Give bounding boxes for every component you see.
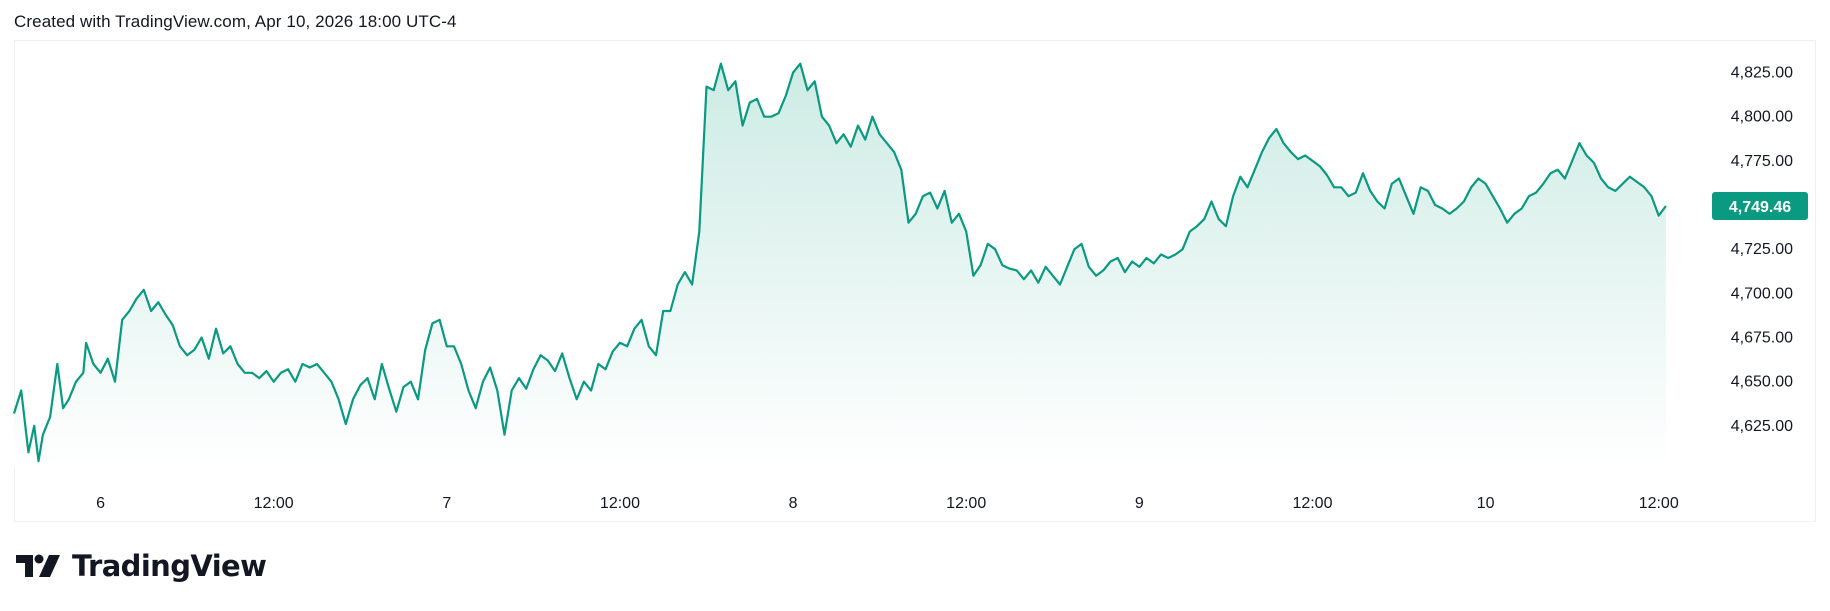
y-tick-label: 4,625.00 bbox=[1731, 418, 1793, 435]
x-tick-label: 12:00 bbox=[1639, 495, 1679, 512]
brand-name: TradingView bbox=[72, 549, 267, 583]
chart-caption: Created with TradingView.com, Apr 10, 20… bbox=[14, 12, 457, 31]
tradingview-logo: TradingView bbox=[16, 548, 267, 584]
y-tick-label: 4,825.00 bbox=[1731, 65, 1793, 82]
price-area-fill bbox=[14, 63, 1666, 468]
x-tick-label: 9 bbox=[1135, 495, 1144, 512]
x-tick-label: 12:00 bbox=[1292, 495, 1332, 512]
x-tick-label: 12:00 bbox=[946, 495, 986, 512]
y-tick-label: 4,700.00 bbox=[1731, 285, 1793, 302]
x-tick-label: 10 bbox=[1477, 495, 1495, 512]
tradingview-logo-icon bbox=[16, 554, 60, 577]
x-tick-label: 12:00 bbox=[600, 495, 640, 512]
x-tick-label: 7 bbox=[442, 495, 451, 512]
x-tick-label: 6 bbox=[96, 495, 105, 512]
last-price-badge bbox=[1712, 191, 1808, 220]
y-tick-label: 4,675.00 bbox=[1731, 330, 1793, 347]
y-tick-label: 4,650.00 bbox=[1731, 374, 1793, 391]
last-price-label: 4,749.46 bbox=[1729, 199, 1791, 216]
y-tick-label: 4,775.00 bbox=[1731, 153, 1793, 170]
y-tick-label: 4,725.00 bbox=[1731, 241, 1793, 258]
y-tick-label: 4,800.00 bbox=[1731, 109, 1793, 126]
chart-frame bbox=[14, 40, 1816, 522]
price-line bbox=[12, 62, 1667, 463]
price-area-chart: 4,625.00 4,650.00 4,675.00 4,700.00 4,725.00… bbox=[12, 62, 1808, 512]
x-tick-label: 12:00 bbox=[254, 495, 294, 512]
x-tick-label: 8 bbox=[789, 495, 798, 512]
